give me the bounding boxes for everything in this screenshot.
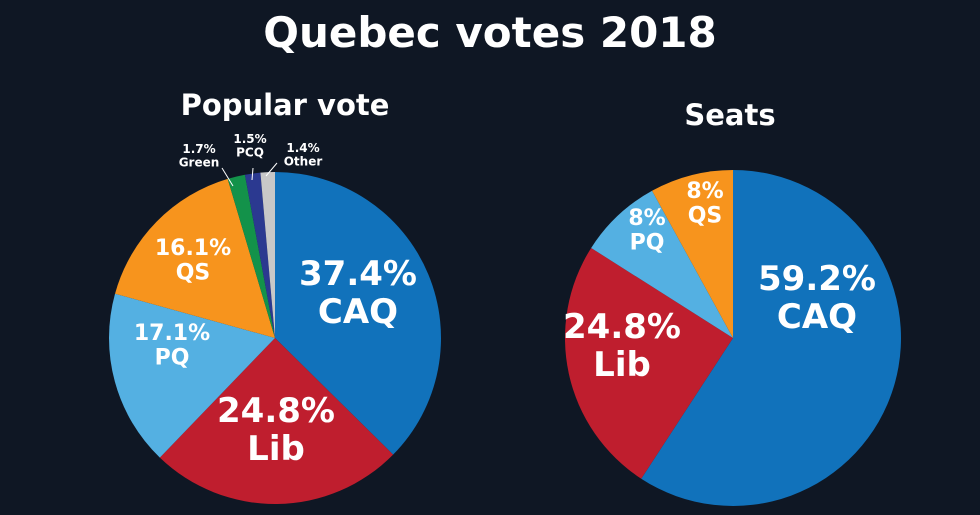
pie-slice-pcq [244,172,275,338]
slice-value-label: 8% [686,179,723,204]
popular-vote-title: Popular vote [180,88,390,122]
slice-party-label: QS [176,261,211,286]
slice-party-label: Lib [593,345,651,385]
leader-line [265,162,278,177]
slice-value-label: 24.8% [217,391,335,431]
slice-party-label: Other [284,154,323,168]
slice-party-label: PQ [630,231,665,256]
pie-slice-green [227,174,275,338]
pie-slice-lib [159,338,394,504]
slice-party-label: Green [179,155,220,169]
slice-party-label: CAQ [318,292,398,332]
pie-slice-pq [591,190,733,338]
slice-value-label: 17.1% [134,321,210,346]
slice-value-label: 1.4% [286,141,319,155]
slice-party-label: CAQ [777,297,857,337]
chart-title: Quebec votes 2018 [263,8,717,57]
slice-value-label: 59.2% [758,259,876,299]
pie-slice-lib [564,247,733,479]
slice-value-label: 1.7% [182,142,215,156]
pie-slice-qs [652,170,733,338]
slice-party-label: Lib [247,429,305,469]
slice-value-label: 1.5% [233,132,266,146]
slice-value-label: 24.8% [563,307,681,347]
slice-value-label: 37.4% [299,254,417,294]
pie-slice-caq [275,172,441,455]
slice-party-label: QS [688,204,723,229]
seats-title: Seats [684,98,776,132]
pie-slice-pq [109,293,275,458]
slice-party-label: PCQ [236,145,264,159]
leader-line [221,167,234,187]
pie-slice-caq [641,170,902,506]
slice-party-label: PQ [155,346,190,371]
pie-slice-qs [115,178,275,338]
slice-value-label: 16.1% [155,236,231,261]
pie-slice-other [260,172,275,338]
leader-line [251,167,254,181]
slice-value-label: 8% [628,206,665,231]
